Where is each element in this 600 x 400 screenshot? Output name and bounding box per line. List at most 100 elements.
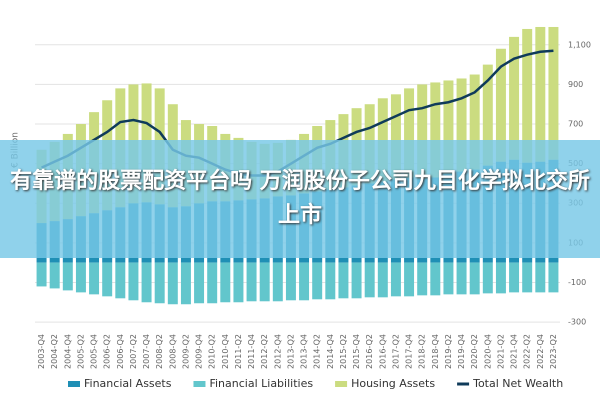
x-tick-label: 2009-Q4	[195, 334, 204, 369]
x-tick-label: 2021-Q4	[510, 334, 519, 369]
x-tick-label: 2016-Q4	[378, 334, 387, 369]
bar	[404, 88, 415, 178]
bar	[509, 36, 520, 160]
bar	[522, 262, 533, 293]
x-tick-label: 2012-Q4	[273, 334, 282, 369]
bar	[509, 262, 520, 293]
bar	[351, 262, 362, 299]
x-tick-label: 2012-Q2	[260, 334, 269, 369]
bar	[364, 262, 375, 298]
bar	[102, 262, 113, 297]
x-tick-label: 2017-Q2	[391, 334, 400, 369]
x-tick-label: 2011-Q2	[234, 334, 243, 369]
legend-label: Financial Liabilities	[209, 377, 313, 390]
bar	[417, 84, 428, 179]
x-tick-label: 2013-Q4	[300, 334, 309, 369]
legend-label: Financial Assets	[84, 377, 172, 390]
x-tick-label: 2020-Q4	[483, 334, 492, 369]
x-tick-label: 2015-Q2	[339, 334, 348, 369]
x-tick-label: 2005-Q2	[76, 334, 85, 369]
bar	[377, 98, 388, 182]
x-tick-label: 2021-Q2	[496, 334, 505, 369]
bar	[430, 82, 441, 178]
bar	[325, 262, 336, 300]
bar	[167, 262, 178, 305]
bar	[233, 262, 244, 303]
bar	[128, 262, 139, 301]
x-tick-label: 2014-Q4	[326, 334, 335, 369]
bar	[495, 48, 506, 162]
bar	[141, 262, 152, 303]
bar	[456, 262, 467, 295]
bar	[220, 262, 231, 303]
x-tick-label: 2007-Q4	[142, 334, 151, 369]
x-tick-label: 2018-Q2	[418, 334, 427, 369]
bar	[469, 262, 480, 295]
bar	[259, 262, 270, 302]
y-tick-label: 1,100	[568, 40, 591, 49]
x-tick-label: 2011-Q4	[247, 334, 256, 369]
x-tick-label: 2022-Q4	[536, 334, 545, 369]
bar	[272, 262, 283, 302]
bar	[246, 262, 257, 302]
x-tick-label: 2010-Q2	[208, 334, 217, 369]
legend-swatch	[193, 381, 206, 387]
bar	[443, 262, 454, 295]
bar	[495, 262, 506, 294]
x-tick-label: 2009-Q2	[181, 334, 190, 369]
bar	[548, 26, 559, 160]
bar	[522, 28, 533, 163]
bar	[390, 94, 401, 180]
x-tick-label: 2008-Q4	[168, 334, 177, 369]
bar	[482, 262, 493, 294]
bar	[312, 262, 323, 300]
bar	[115, 262, 126, 299]
x-tick-label: 2018-Q4	[431, 334, 440, 369]
x-tick-label: 2008-Q2	[155, 334, 164, 369]
legend-swatch	[335, 381, 348, 387]
x-tick-label: 2010-Q4	[221, 334, 230, 369]
x-tick-label: 2013-Q2	[286, 334, 295, 369]
bar	[285, 262, 296, 301]
x-tick-label: 2004-Q2	[50, 334, 59, 369]
bar	[417, 262, 428, 296]
x-tick-label: 2007-Q2	[129, 334, 138, 369]
overlay-text: 有靠谱的股票配资平台吗 万润股份子公司九目化学拟北交所上市	[10, 169, 590, 228]
x-tick-label: 2014-Q2	[313, 334, 322, 369]
bar	[49, 262, 60, 289]
x-tick-label: 2006-Q2	[103, 334, 112, 369]
x-tick-label: 2004-Q4	[63, 334, 72, 369]
bar	[443, 80, 454, 174]
bar	[62, 262, 73, 291]
x-tick-label: 2023-Q2	[549, 334, 558, 369]
legend-swatch	[68, 381, 80, 387]
bar	[89, 262, 100, 295]
bar	[299, 262, 310, 301]
bar	[36, 262, 47, 287]
x-tick-label: 2003-Q4	[37, 334, 46, 369]
bar	[377, 262, 388, 298]
bar	[180, 262, 191, 305]
bar	[75, 262, 86, 293]
y-tick-label: 700	[568, 120, 583, 129]
bar	[456, 78, 467, 172]
y-tick-label: 900	[568, 80, 583, 89]
y-tick-label: -100	[568, 278, 586, 287]
legend-label: Total Net Wealth	[472, 377, 563, 390]
x-tick-label: 2016-Q2	[365, 334, 374, 369]
bar	[548, 262, 559, 293]
bar	[390, 262, 401, 297]
bar	[194, 262, 205, 304]
bar	[535, 262, 546, 293]
bar	[482, 64, 493, 166]
x-tick-label: 2019-Q4	[457, 334, 466, 369]
x-tick-label: 2005-Q4	[90, 334, 99, 369]
x-tick-label: 2020-Q2	[470, 334, 479, 369]
x-tick-label: 2017-Q4	[405, 334, 414, 369]
bar	[338, 262, 349, 299]
x-tick-label: 2019-Q2	[444, 334, 453, 369]
y-tick-label: -300	[568, 318, 586, 327]
bar	[154, 262, 165, 304]
overlay-banner: 有靠谱的股票配资平台吗 万润股份子公司九目化学拟北交所上市	[0, 140, 600, 258]
